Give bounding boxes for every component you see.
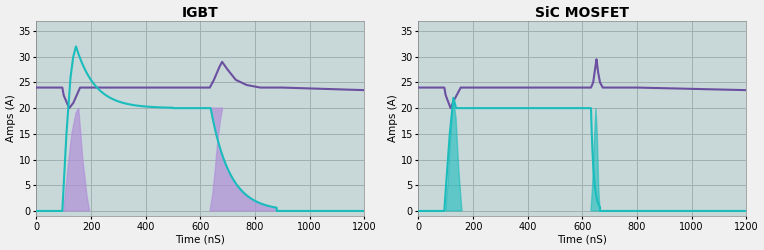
X-axis label: Time (nS): Time (nS) <box>557 234 607 244</box>
X-axis label: Time (nS): Time (nS) <box>175 234 225 244</box>
Polygon shape <box>210 108 275 211</box>
Polygon shape <box>445 98 462 211</box>
Title: SiC MOSFET: SiC MOSFET <box>536 6 630 20</box>
Y-axis label: Amps (A): Amps (A) <box>5 94 15 142</box>
Y-axis label: Amps (A): Amps (A) <box>387 94 397 142</box>
Title: IGBT: IGBT <box>182 6 219 20</box>
Polygon shape <box>63 108 89 211</box>
Polygon shape <box>591 108 600 211</box>
